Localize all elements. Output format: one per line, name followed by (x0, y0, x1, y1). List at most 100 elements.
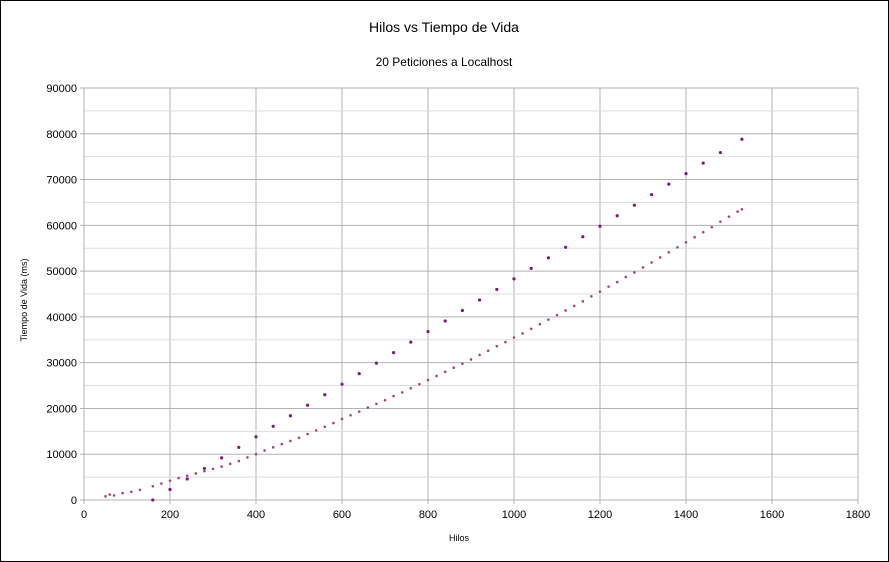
chart-title: Hilos vs Tiempo de Vida (369, 19, 519, 35)
trend-point (701, 161, 705, 165)
data-point (185, 474, 189, 478)
data-point (104, 495, 107, 498)
trend-point (718, 150, 723, 155)
data-point (263, 449, 266, 452)
y-tick-label: 40000 (46, 312, 77, 324)
data-point (254, 452, 258, 456)
data-point (529, 327, 533, 331)
trend-point (409, 340, 413, 344)
trend-point (650, 193, 654, 197)
data-point (220, 465, 223, 468)
data-point (246, 456, 249, 459)
data-point (237, 459, 241, 463)
x-tick-label: 1400 (674, 509, 698, 521)
data-point (323, 425, 327, 429)
trend-point (581, 235, 585, 239)
data-point (564, 309, 567, 312)
data-point (740, 208, 744, 211)
trend-point (357, 372, 361, 376)
data-point (108, 493, 112, 496)
data-point (194, 472, 198, 475)
data-point (383, 398, 387, 402)
x-tick-label: 800 (419, 509, 437, 521)
trend-point (632, 203, 637, 207)
data-point (271, 446, 275, 449)
data-point (435, 374, 438, 378)
data-point (615, 280, 619, 284)
trend-point (684, 172, 688, 176)
y-tick-label: 50000 (46, 266, 77, 278)
y-tick-label: 70000 (46, 175, 77, 187)
data-point (168, 479, 172, 483)
axes (80, 87, 859, 504)
x-tick-label: 1600 (760, 509, 784, 521)
data-point (400, 391, 404, 394)
data-point (727, 215, 731, 218)
chart-subtitle: 20 Peticiones a Localhost (376, 55, 513, 69)
data-point (572, 304, 576, 308)
data-point (633, 271, 636, 274)
data-point (590, 294, 593, 298)
data-point (375, 402, 378, 406)
x-tick-label: 0 (81, 509, 87, 521)
y-tick-label: 30000 (46, 358, 77, 370)
trend-point (288, 414, 292, 418)
trend-point (151, 498, 155, 502)
data-point (478, 353, 481, 357)
data-point (521, 332, 524, 335)
data-point (160, 482, 163, 485)
data-point (555, 313, 559, 317)
trend-point (546, 256, 551, 260)
data-point (177, 476, 180, 480)
data-point (710, 225, 714, 229)
data-point (297, 436, 301, 440)
trend-point (615, 214, 619, 218)
trend-point (478, 298, 482, 302)
data-point (418, 382, 421, 386)
y-tick-label: 10000 (46, 449, 77, 461)
data-point (581, 300, 585, 303)
trend-point (254, 435, 258, 439)
trend-point (306, 403, 310, 407)
data-point (538, 322, 542, 326)
plot-area-border (83, 87, 859, 501)
data-point (357, 410, 361, 413)
y-tick-label: 0 (71, 495, 77, 507)
trend-point (168, 487, 172, 492)
data-point (392, 394, 395, 398)
x-tick-label: 1200 (588, 509, 612, 521)
data-point (624, 275, 628, 279)
data-point (332, 421, 335, 425)
y-tick-label: 60000 (46, 220, 77, 232)
trend-point (443, 319, 447, 323)
trend-point (374, 361, 378, 365)
trend-point (460, 308, 464, 313)
y-tick-label: 20000 (46, 403, 77, 415)
data-point (495, 344, 499, 348)
trend-point (392, 350, 396, 355)
x-tick-label: 600 (333, 509, 351, 521)
trend-point (495, 287, 499, 292)
data-point (203, 469, 206, 473)
data-point (112, 494, 116, 497)
trend-point (202, 466, 206, 471)
data-point (719, 220, 722, 223)
trend-point (529, 266, 533, 270)
data-point (121, 491, 124, 495)
y-tick-label: 80000 (46, 129, 77, 141)
trend-point (426, 329, 430, 334)
x-tick-label: 1000 (502, 509, 526, 521)
data-point (228, 462, 232, 466)
data-point (452, 366, 456, 370)
data-point (684, 240, 688, 244)
data-point (340, 417, 344, 421)
data-point (658, 256, 662, 259)
trend-point (740, 137, 744, 141)
data-point (211, 467, 215, 471)
x-tick-label: 400 (247, 509, 265, 521)
data-point (280, 442, 284, 446)
data-point (607, 285, 610, 288)
trend-point (323, 393, 327, 397)
data-points (104, 137, 744, 502)
data-point (650, 261, 653, 264)
